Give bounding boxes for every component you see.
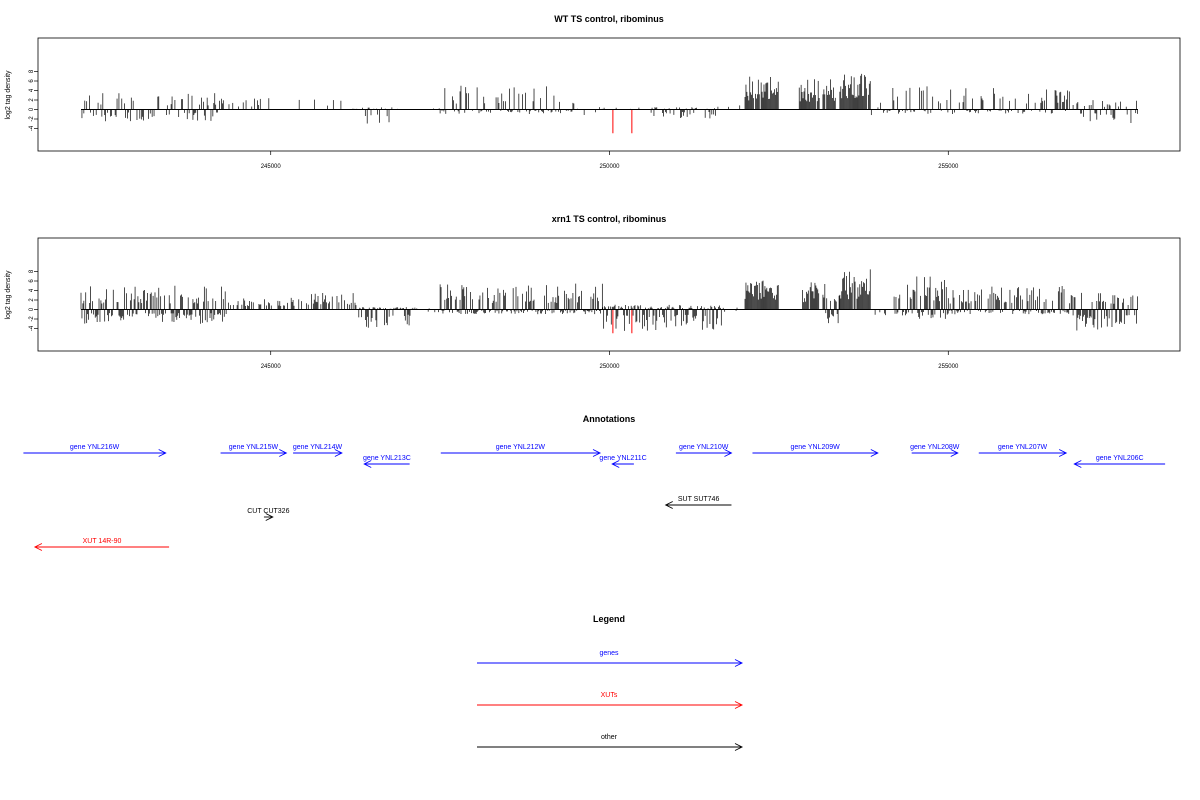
feature-label: gene YNL209W <box>790 444 840 451</box>
signal-bars-wt <box>81 73 1138 134</box>
annotation-features: gene YNL216W gene YNL215W gene YNL214W gene… <box>23 444 1166 551</box>
feature-arrow: SUT SUT746 <box>664 496 732 509</box>
y-tick-label: 0 <box>29 307 35 311</box>
y-tick-label: 8 <box>29 269 35 273</box>
y-tick-label: 2 <box>29 98 35 102</box>
chart-panel-wt: WT TS control, ribominus log2 tag densit… <box>5 14 1181 170</box>
feature-label: CUT CUT326 <box>247 508 289 515</box>
feature-label: XUT 14R-90 <box>83 538 122 545</box>
feature-label: gene YNL206C <box>1096 455 1144 462</box>
feature-label: gene YNL210W <box>679 444 729 451</box>
y-tick-label: 6 <box>29 279 35 283</box>
x-tick-label: 245000 <box>261 364 282 370</box>
y-tick-label: -2 <box>29 116 35 122</box>
y-axis-label-wt: log2 tag density <box>5 70 12 120</box>
feature-arrow: gene YNL215W <box>220 444 288 457</box>
feature-label: gene YNL208W <box>910 444 960 451</box>
x-axis-xrn1: 245000 250000 255000 <box>261 351 959 370</box>
feature-arrow: gene YNL216W <box>23 444 167 457</box>
legend-item: other <box>477 734 744 751</box>
feature-arrow: gene YNL214W <box>293 444 343 457</box>
feature-label: gene YNL214W <box>293 444 343 451</box>
x-tick-label: 255000 <box>938 364 959 370</box>
x-tick-label: 250000 <box>599 164 620 170</box>
y-tick-label: 0 <box>29 107 35 111</box>
feature-label: gene YNL211C <box>599 455 646 462</box>
signal-bars-xrn1 <box>80 269 1138 334</box>
feature-arrow: CUT CUT326 <box>247 508 290 521</box>
y-tick-label: 2 <box>29 298 35 302</box>
y-axis-xrn1: -4 -2 0 2 4 6 8 <box>29 269 38 331</box>
y-tick-label: 4 <box>29 288 35 292</box>
feature-label: gene YNL215W <box>229 444 279 451</box>
y-axis-label-xrn1: log2 tag density <box>5 270 12 320</box>
feature-arrow: gene YNL211C <box>599 455 647 468</box>
x-axis-wt: 245000 250000 255000 <box>261 151 959 170</box>
y-tick-label: 4 <box>29 88 35 92</box>
plot-frame-xrn1 <box>37 237 1181 352</box>
feature-arrow: gene YNL213C <box>363 455 411 468</box>
legend-item: XUTs <box>477 692 744 709</box>
x-tick-label: 250000 <box>599 364 620 370</box>
x-tick-label: 255000 <box>938 164 959 170</box>
y-axis-wt: -4 -2 0 2 4 6 8 <box>29 69 38 131</box>
feature-label: gene YNL212W <box>496 444 546 451</box>
feature-label: gene YNL216W <box>70 444 120 451</box>
feature-arrow: gene YNL207W <box>978 444 1068 457</box>
x-tick-label: 245000 <box>261 164 282 170</box>
chart-title-wt: WT TS control, ribominus <box>554 14 664 24</box>
feature-arrow: gene YNL212W <box>440 444 602 457</box>
annotations-panel: Annotations gene YNL216W gene YNL215W gene… <box>23 414 1166 551</box>
legend-items: genes XUTs other <box>477 650 744 751</box>
y-tick-label: -2 <box>29 316 35 322</box>
plot-frame-wt <box>37 37 1181 152</box>
y-tick-label: -4 <box>29 125 35 131</box>
feature-label: gene YNL207W <box>998 444 1048 451</box>
y-tick-label: -4 <box>29 325 35 331</box>
legend-title: Legend <box>593 614 625 624</box>
feature-arrow: gene YNL206C <box>1073 455 1166 468</box>
feature-label: SUT SUT746 <box>678 496 720 503</box>
feature-arrow: gene YNL209W <box>752 444 879 457</box>
feature-arrow: gene YNL210W <box>675 444 733 457</box>
legend-panel: Legend genes XUTs other <box>477 614 744 751</box>
legend-label: XUTs <box>601 692 618 699</box>
chart-title-xrn1: xrn1 TS control, ribominus <box>552 214 667 224</box>
chart-panel-xrn1: xrn1 TS control, ribominus log2 tag dens… <box>5 214 1181 370</box>
legend-label: genes <box>599 650 619 657</box>
legend-item: genes <box>477 650 744 667</box>
y-tick-label: 6 <box>29 79 35 83</box>
feature-label: gene YNL213C <box>363 455 411 462</box>
annotations-title: Annotations <box>583 414 636 424</box>
feature-arrow: gene YNL208W <box>910 444 960 457</box>
legend-label: other <box>601 734 618 741</box>
feature-arrow: XUT 14R-90 <box>33 538 170 551</box>
y-tick-label: 8 <box>29 69 35 73</box>
